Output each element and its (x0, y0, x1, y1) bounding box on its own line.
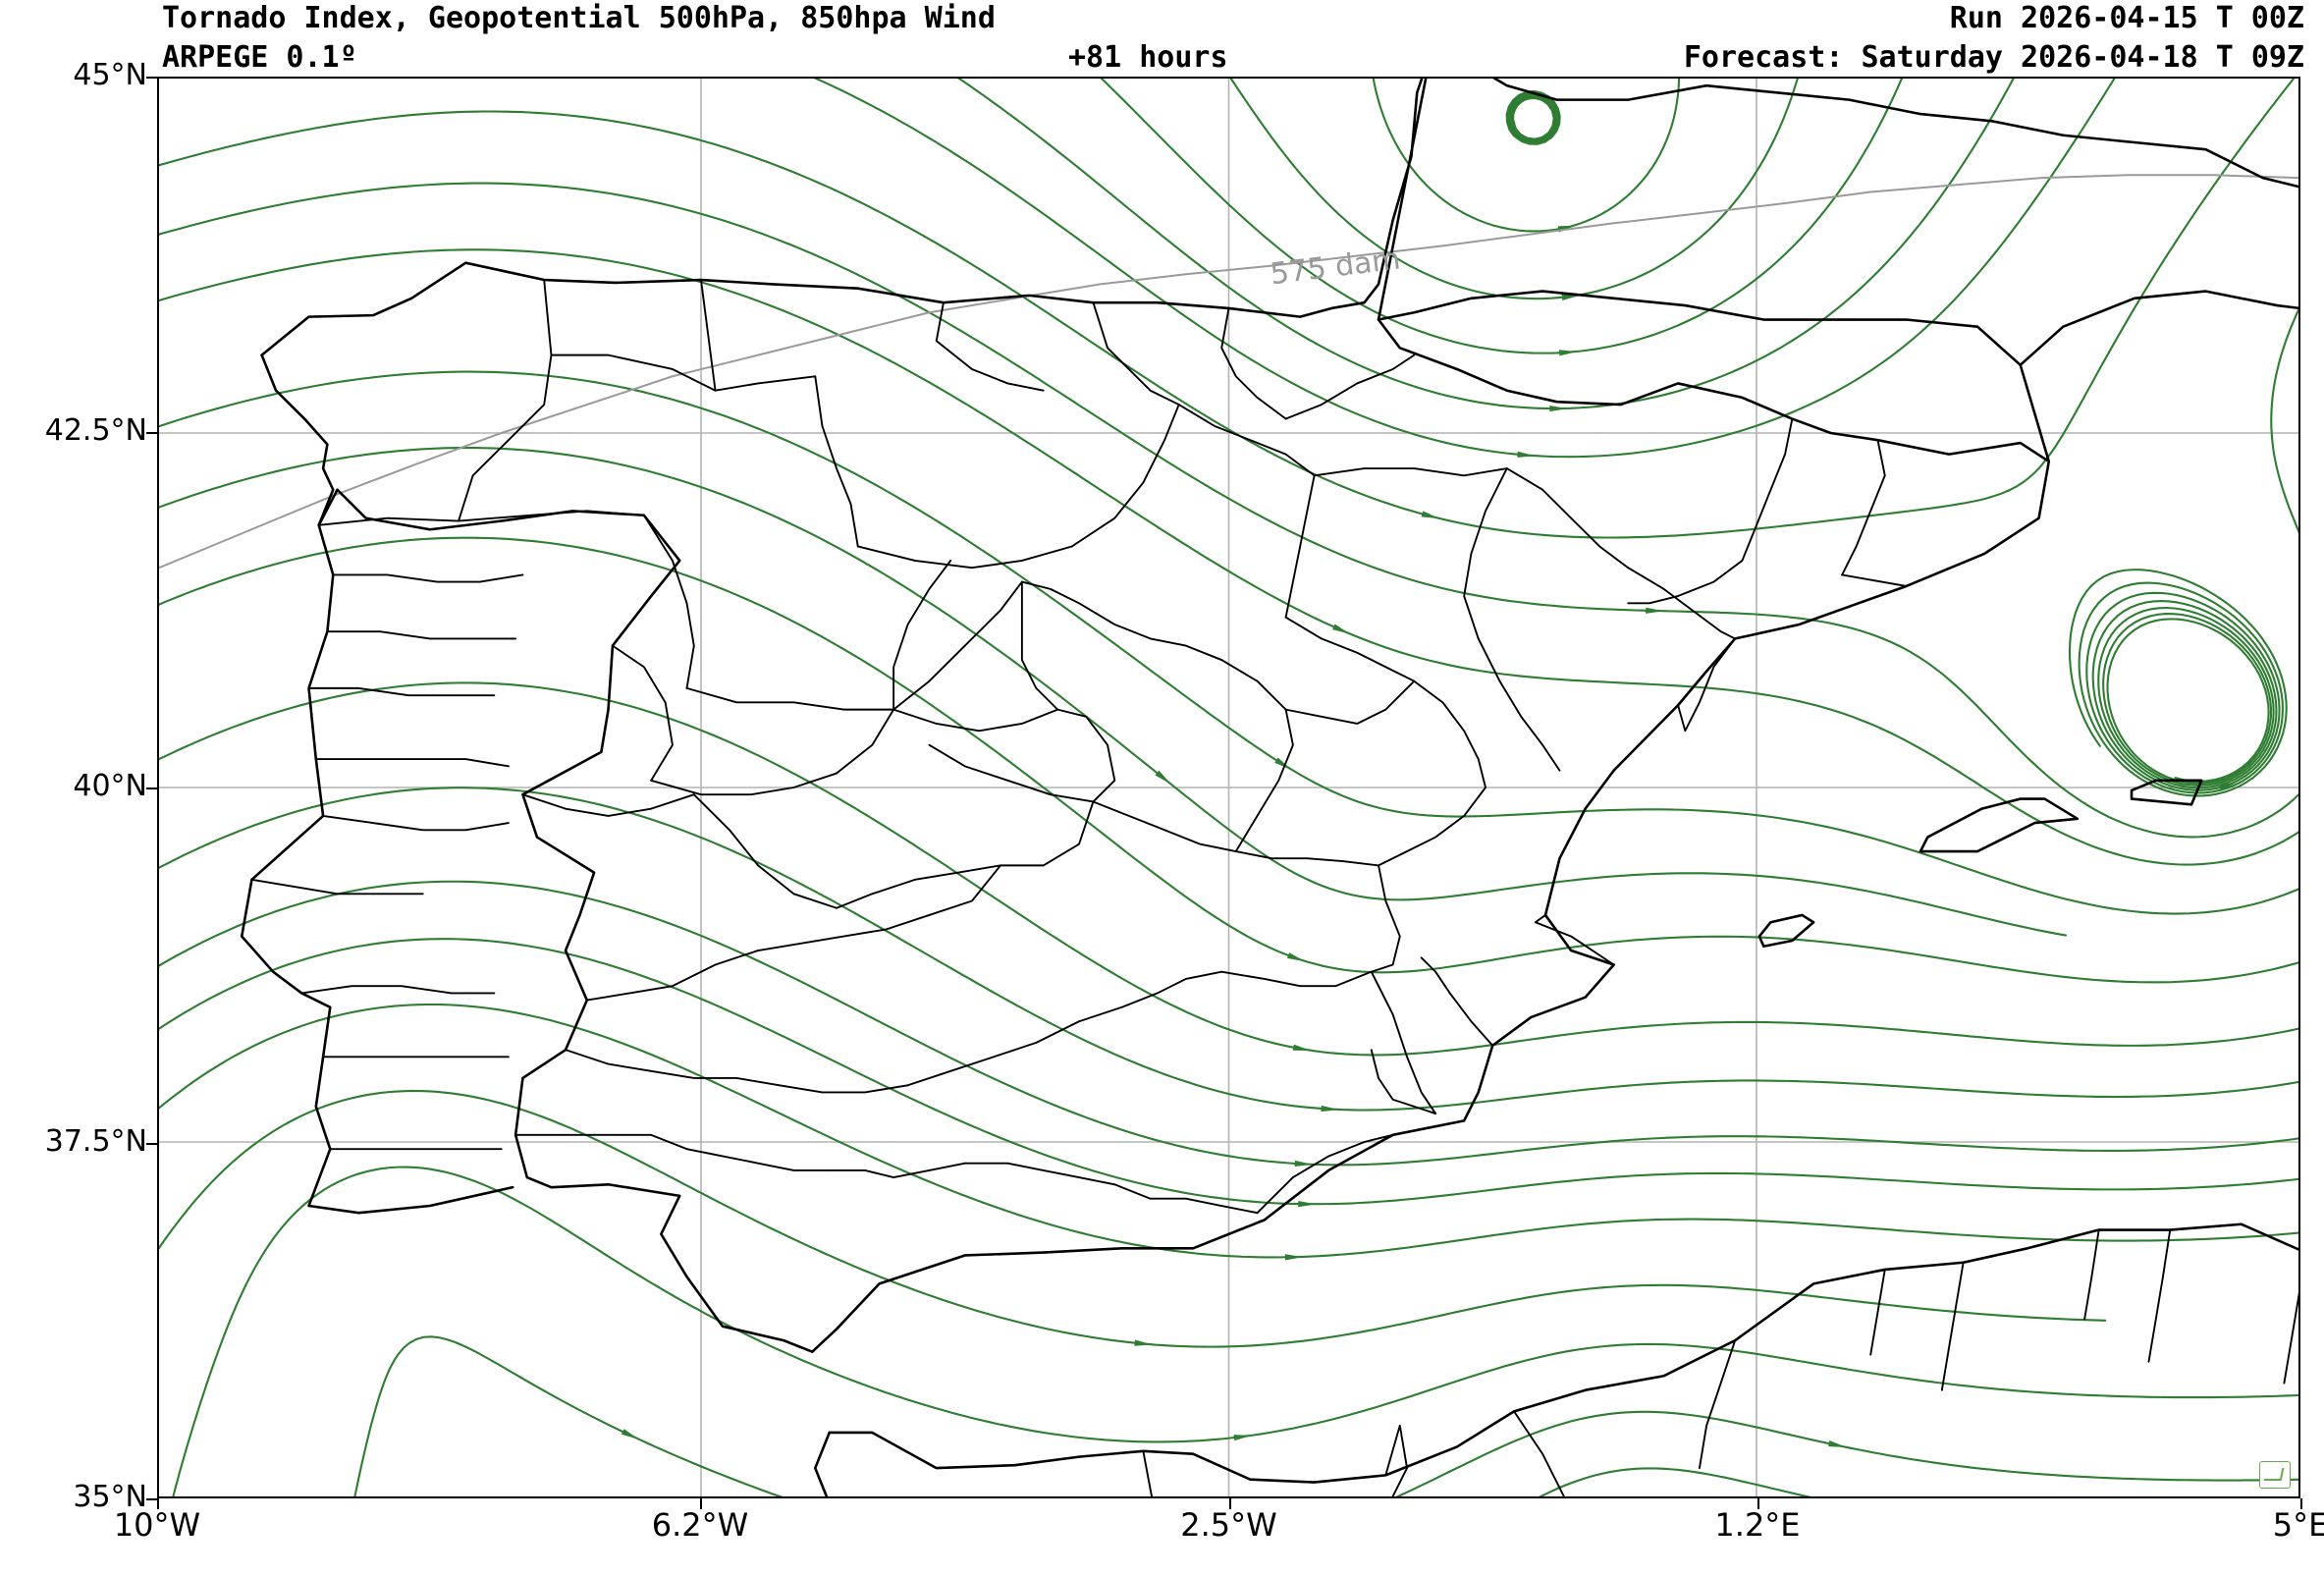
lead-time-label: +81 hours (1068, 40, 1228, 75)
map-canvas: 575 dam (159, 79, 2298, 1496)
meteo-logo-icon (2259, 1461, 2291, 1489)
wind-streamline (159, 447, 2068, 937)
wind-direction-arrow (1233, 1435, 1252, 1441)
wind-direction-arrow (2218, 782, 2238, 791)
lon-tick-mark (1757, 1498, 1759, 1509)
wind-streamline-layer (159, 79, 2298, 1496)
lat-tick-label: 35°N (73, 1480, 147, 1514)
wind-streamline (159, 248, 2298, 866)
wind-direction-arrow (1517, 451, 1536, 458)
wind-streamline (159, 370, 2298, 915)
wind-streamline (159, 681, 2298, 1057)
lat-tick-label: 40°N (73, 769, 147, 803)
wind-streamline (159, 1003, 2298, 1259)
wind-streamline (1229, 79, 1799, 300)
lon-tick-mark (157, 1498, 159, 1509)
lon-tick-mark (2300, 1498, 2302, 1509)
lat-tick-mark (146, 1143, 157, 1145)
wind-direction-arrow (1274, 757, 1292, 770)
wind-streamline (1395, 1410, 2298, 1496)
lat-tick-mark (146, 1498, 157, 1500)
wind-direction-arrow (1298, 1201, 1317, 1208)
lon-tick-label: 1.2°E (1714, 1506, 1801, 1544)
wind-streamline (159, 182, 2298, 839)
lat-tick-mark (146, 432, 157, 434)
wind-streamline (1372, 79, 1681, 233)
wind-direction-arrow (1421, 511, 1439, 519)
wind-streamline (159, 79, 2296, 539)
chart-title: Tornado Index, Geopotential 500hPa, 850h… (162, 1, 996, 35)
header-line-1: Tornado Index, Geopotential 500hPa, 850h… (0, 2, 2324, 37)
wind-streamline (159, 536, 2298, 984)
wind-direction-arrow (1828, 1440, 1847, 1447)
wind-streamline (813, 79, 2116, 459)
wind-direction-arrow (1549, 405, 1568, 412)
wind-direction-arrow (621, 1429, 639, 1439)
lon-tick-mark (1228, 1498, 1231, 1509)
lat-tick-label: 45°N (73, 58, 147, 92)
wind-streamline (159, 1089, 2107, 1348)
lat-tick-mark (146, 77, 157, 79)
lon-tick-label: 5°E (2272, 1506, 2324, 1544)
lat-tick-label: 42.5°N (44, 413, 147, 448)
chart-header: Tornado Index, Geopotential 500hPa, 850h… (0, 0, 2324, 77)
wind-direction-arrow (1155, 770, 1171, 785)
wind-direction-arrow (1508, 120, 1519, 138)
wind-streamline (1505, 89, 1561, 145)
wind-direction-arrow (1286, 952, 1306, 962)
lon-tick-label: 10°W (113, 1506, 201, 1544)
lon-tick-mark (700, 1498, 703, 1509)
wind-streamline (159, 880, 2298, 1167)
wind-streamline (1100, 79, 1904, 354)
wind-direction-arrow (1558, 350, 1578, 356)
wind-direction-arrow (1294, 1160, 1313, 1168)
wind-direction-arrow (1646, 607, 1664, 614)
model-run-label: Run 2026-04-15 T 00Z (1949, 1, 2304, 35)
wind-streamline (957, 79, 2015, 410)
wind-direction-arrow (1561, 294, 1580, 300)
wind-streamline (353, 1335, 784, 1496)
province-border-layer (250, 279, 2298, 1496)
lon-tick-label: 6.2°W (651, 1506, 749, 1544)
wind-streamline (159, 787, 2298, 1112)
lat-tick-mark (146, 788, 157, 789)
wind-direction-arrow (1332, 624, 1350, 634)
wind-direction-arrow (1284, 1254, 1303, 1261)
header-line-2: ARPEGE 0.1º +81 hours Forecast: Saturday… (0, 41, 2324, 77)
contour-value-label: 575 dam (1269, 242, 1402, 292)
wind-direction-arrow (1321, 1105, 1339, 1113)
wind-direction-arrow (1292, 1044, 1312, 1051)
geopotential-contour-layer (159, 174, 2298, 570)
model-name-label: ARPEGE 0.1º (162, 40, 357, 75)
wind-streamline (159, 938, 2298, 1206)
lon-tick-label: 2.5°W (1180, 1506, 1277, 1544)
wind-streamline (1538, 1467, 1811, 1496)
wind-streamline (2068, 569, 2288, 797)
wind-direction-arrow (1134, 1339, 1153, 1346)
lat-tick-label: 37.5°N (44, 1124, 147, 1159)
forecast-valid-label: Forecast: Saturday 2026-04-18 T 09Z (1683, 40, 2304, 75)
wind-streamline (172, 1166, 2298, 1496)
map-plot-area[interactable]: 575 dam (157, 77, 2300, 1498)
